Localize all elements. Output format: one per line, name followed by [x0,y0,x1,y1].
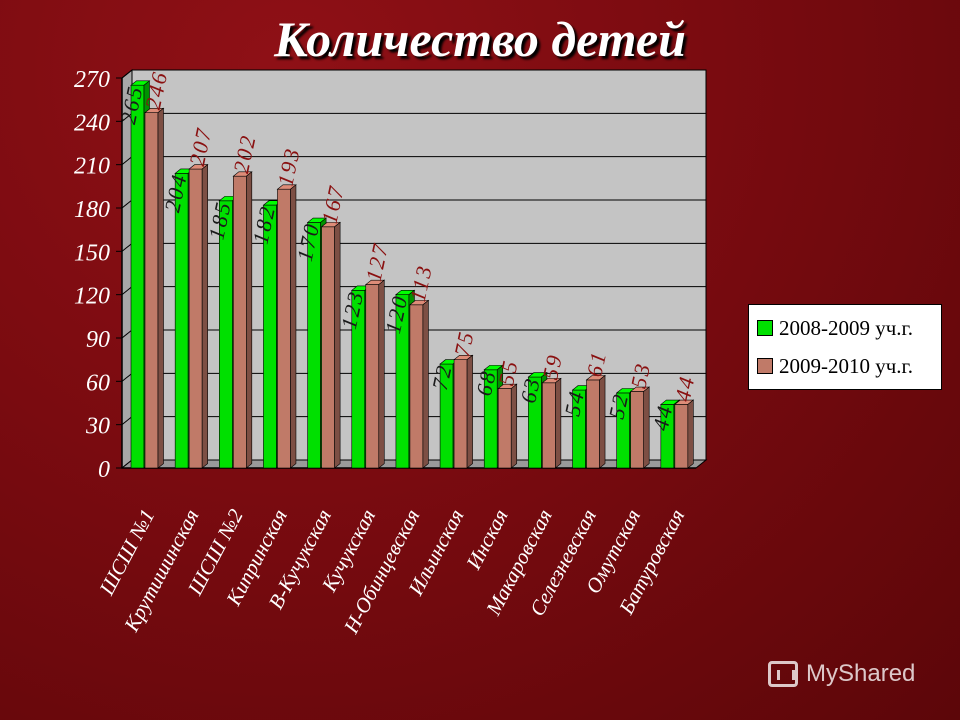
bar-series-2 [320,221,341,469]
bar-side [246,171,253,469]
bar-side [422,299,429,469]
data-label: 68 [471,367,501,398]
data-label: 52 [604,391,634,422]
data-label: 75 [449,328,479,359]
data-label: 55 [493,357,523,388]
watermark: MyShared [768,654,915,694]
bar-series-2 [188,163,209,469]
bar-side [687,399,694,469]
data-label: 59 [537,351,567,382]
legend-item-series-1: 2008-2009 уч.г. [757,315,913,341]
bar-series-2 [497,383,518,469]
data-label: 72 [427,362,457,393]
bar-side [201,163,208,469]
bars [130,80,695,469]
data-label: 61 [581,348,611,379]
bar-series-2 [541,377,562,469]
bar-series-2 [453,354,474,469]
y-tick-label: 30 [85,414,110,440]
bar-front [453,359,468,469]
bar-series-2 [409,299,430,469]
y-tick-labels: 0 30 60 90 120 150 180 210 240 270 [74,67,110,483]
bar-front [497,388,512,469]
y-tick-label: 180 [74,197,110,223]
bar-front [144,112,159,469]
y-tick-label: 270 [74,67,110,93]
y-tick-label: 0 [98,457,110,483]
bar-side [290,184,297,469]
bar-front [233,175,247,469]
bar-front [409,304,424,469]
bar-side [157,107,164,469]
bar-side [599,374,606,469]
bar-side [378,279,385,469]
bar-front [321,226,335,469]
legend: 2008-2009 уч.г. 2009-2010 уч.г. [748,304,942,390]
legend-swatch-series-1 [757,320,773,336]
data-label: 44 [670,373,700,404]
legend-label-series-2: 2009-2010 уч.г. [779,353,914,378]
data-label: 53 [626,360,656,391]
bar-side [643,386,650,469]
bar-series-2 [673,399,695,469]
data-label: 44 [648,402,678,433]
bar-front [542,382,556,469]
data-label: 54 [559,388,589,419]
bar-side [466,354,473,469]
chart-title: Количество детей [274,11,686,67]
y-tick-label: 60 [86,370,110,396]
bar-front [174,173,189,469]
y-tick-label: 120 [74,284,110,310]
bar-side [334,221,341,469]
bar-series-2 [276,184,297,469]
bar-front [630,391,644,469]
bar-series-2 [144,107,165,469]
plot-side-wall [121,68,133,470]
bar-series-2 [585,374,606,469]
presentation-board-icon [768,661,798,687]
watermark-text: MyShared [806,660,916,687]
legend-swatch-series-2 [757,358,773,374]
legend-label-series-1: 2008-2009 уч.г. [779,315,914,340]
bar-front [674,404,689,469]
y-tick-label: 150 [74,240,110,266]
data-label: 63 [515,375,545,406]
bar-series-2 [629,386,651,469]
bar-side [510,383,518,469]
bar-side [555,377,562,469]
bar-series-2 [364,279,386,469]
y-tick-label: 240 [74,110,110,136]
y-tick-label: 90 [86,327,110,353]
bar-series-2 [232,171,253,469]
bar-front [365,284,380,469]
gridline [121,69,706,79]
legend-item-series-2: 2009-2010 уч.г. [757,353,913,379]
y-tick-label: 210 [74,154,110,180]
bar-front [188,168,203,469]
bar-front [277,188,291,469]
bar-front [130,84,145,469]
